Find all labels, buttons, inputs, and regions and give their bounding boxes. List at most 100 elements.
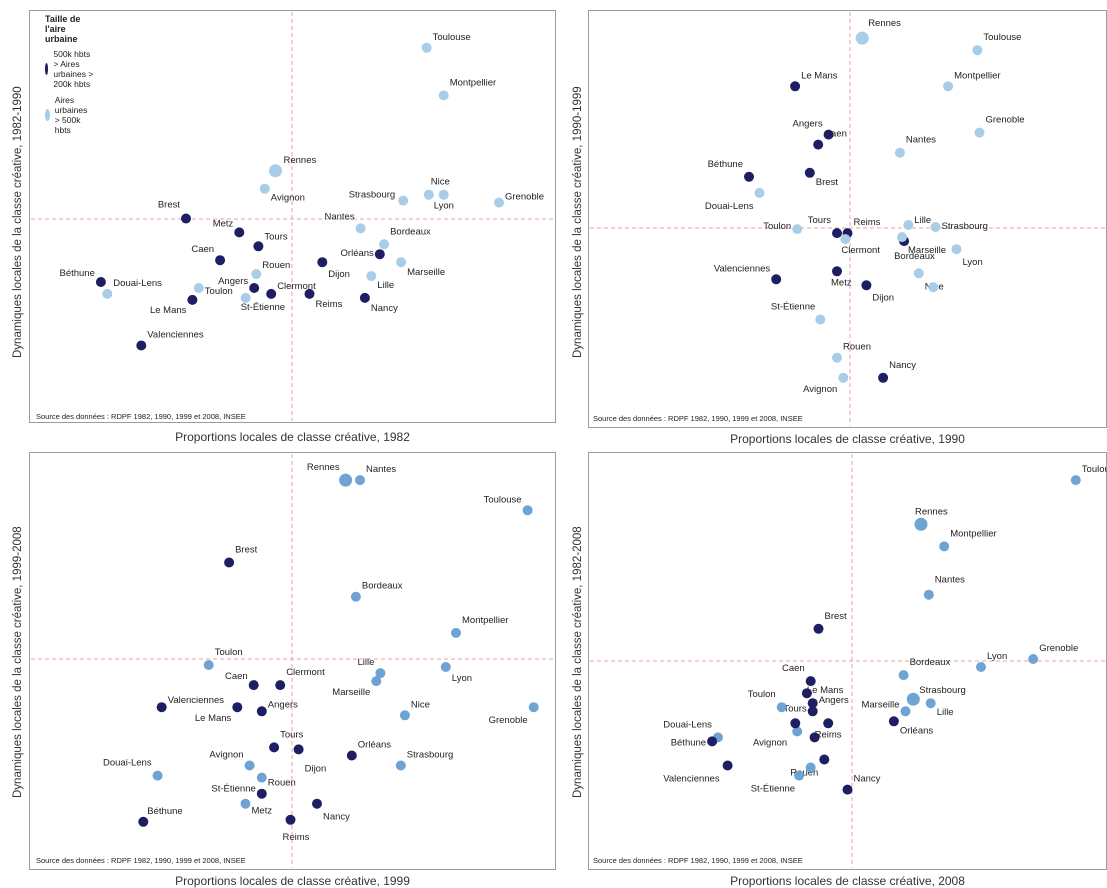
- point-metz: [234, 227, 245, 238]
- label-montpellier: Montpellier: [954, 70, 1000, 81]
- point-reims: [304, 288, 315, 299]
- point-marseille: [396, 257, 407, 268]
- label-metz: Metz: [831, 277, 852, 288]
- point-brest: [804, 167, 815, 178]
- point-toulon: [792, 224, 803, 235]
- point-clermont: [275, 680, 286, 691]
- label-marseille: Marseille: [861, 699, 899, 710]
- label-rennes: Rennes: [868, 18, 901, 29]
- label-reims: Reims: [283, 832, 310, 843]
- label-nantes: Nantes: [935, 575, 965, 586]
- label-grenoble: Grenoble: [489, 715, 528, 726]
- point-nancy: [312, 798, 322, 809]
- legend-label-small: 500k hbts > Aires urbaines > 200k hbts: [53, 49, 94, 89]
- label-dijon: Dijon: [305, 763, 327, 774]
- label-montpellier: Montpellier: [450, 77, 496, 88]
- point-rouen: [256, 772, 267, 783]
- point-lyon: [976, 662, 986, 672]
- point-grenoble: [528, 702, 539, 713]
- label-valenciennes: Valenciennes: [714, 263, 771, 274]
- label-lille: Lille: [914, 215, 931, 226]
- label-dijon: Dijon: [328, 269, 350, 280]
- point-brest: [181, 213, 191, 224]
- point-nancy: [842, 784, 853, 795]
- point-rennes: [855, 31, 869, 45]
- label-rennes: Rennes: [915, 506, 948, 517]
- label-strasbourg: Strasbourg: [407, 750, 453, 761]
- point-le-mans: [232, 702, 243, 713]
- label-nice: Nice: [431, 177, 450, 188]
- label-le-mans: Le Mans: [150, 305, 187, 316]
- label-le-mans: Le Mans: [807, 685, 844, 696]
- legend-item-small: 500k hbts > Aires urbaines > 200k hbts: [45, 49, 95, 89]
- label-toulouse: Toulouse: [484, 494, 522, 505]
- point-rouen: [832, 352, 842, 363]
- point-tours: [269, 742, 280, 753]
- point-toulouse: [972, 45, 983, 56]
- label-rouen: Rouen: [268, 778, 296, 789]
- label-bordeaux: Bordeaux: [894, 251, 935, 262]
- point-toulon: [776, 702, 787, 713]
- point-marseille: [897, 232, 907, 243]
- point-reims: [809, 732, 820, 743]
- label-caen: Caen: [824, 129, 847, 140]
- label-lille: Lille: [357, 657, 374, 668]
- label-reims: Reims: [316, 299, 343, 310]
- label-valenciennes: Valenciennes: [663, 774, 720, 785]
- point-grenoble: [494, 197, 504, 208]
- label-reims: Reims: [854, 217, 881, 228]
- point-valenciennes: [136, 340, 147, 351]
- label-lille: Lille: [377, 280, 394, 291]
- label-avignon: Avignon: [209, 750, 243, 761]
- point-marseille: [371, 676, 382, 687]
- label-b-thune: Béthune: [59, 268, 94, 279]
- point-tours: [253, 241, 264, 252]
- point-montpellier: [939, 541, 950, 552]
- label-grenoble: Grenoble: [986, 115, 1025, 126]
- point-lille: [903, 220, 914, 230]
- label-grenoble: Grenoble: [505, 192, 544, 203]
- point-lyon: [951, 244, 962, 255]
- point-strasbourg: [906, 692, 920, 706]
- point-brest: [813, 623, 824, 634]
- point-b-thune: [138, 816, 149, 827]
- label-bordeaux: Bordeaux: [910, 657, 951, 668]
- label-valenciennes: Valenciennes: [147, 330, 204, 341]
- label-montpellier: Montpellier: [950, 528, 996, 539]
- label-rouen: Rouen: [262, 260, 290, 271]
- point-lille: [925, 698, 936, 709]
- point-strasbourg: [398, 195, 409, 206]
- point-orl-ans: [346, 750, 357, 761]
- point-dijon: [293, 744, 304, 755]
- point-douai-lens: [152, 770, 163, 781]
- point-toulon: [203, 660, 214, 670]
- point-b-thune: [95, 277, 106, 287]
- point-bordeaux: [350, 591, 361, 602]
- x-axis-label-2008: Proportions locales de classe créative, …: [730, 874, 965, 888]
- point-valenciennes: [722, 760, 733, 771]
- point-st-tienne: [240, 292, 251, 303]
- point-angers: [249, 283, 260, 293]
- label-grenoble: Grenoble: [1039, 643, 1078, 654]
- point-avignon: [259, 183, 270, 194]
- label-avignon: Avignon: [271, 193, 305, 204]
- point-angers: [823, 129, 834, 140]
- label-st-tienne: St-Étienne: [771, 302, 815, 313]
- label-angers: Angers: [218, 276, 248, 287]
- point-toulouse: [522, 505, 533, 516]
- label-caen: Caen: [225, 671, 248, 682]
- label-brest: Brest: [158, 200, 181, 211]
- point-lille: [366, 271, 377, 282]
- label-tours: Tours: [264, 231, 287, 242]
- label-rouen: Rouen: [790, 768, 818, 779]
- point-montpellier: [943, 81, 954, 92]
- point-douai-lens: [102, 288, 113, 299]
- label-toulouse: Toulouse: [1082, 464, 1107, 475]
- label-st-tienne: St-Étienne: [211, 784, 255, 795]
- point-caen: [215, 255, 226, 266]
- legend-label-large: Aires urbaines > 500k hbts: [54, 95, 88, 135]
- x-axis-label-1999: Proportions locales de classe créative, …: [175, 874, 410, 888]
- label-clermont: Clermont: [841, 245, 880, 256]
